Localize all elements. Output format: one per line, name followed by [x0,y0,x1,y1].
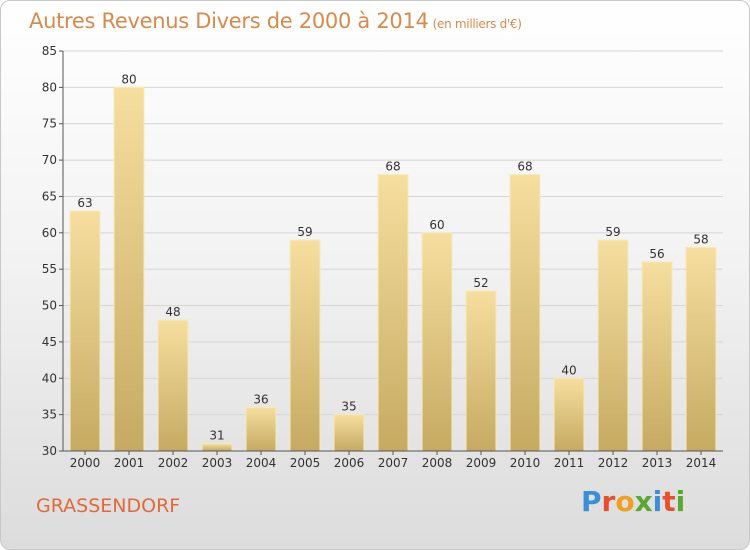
brand-letter: i [675,485,686,518]
y-tick-label: 50 [42,299,57,313]
data-label: 63 [77,196,92,210]
y-tick-label: 85 [42,44,57,58]
bar [245,406,277,452]
bar [641,261,673,452]
y-tick-label: 35 [42,408,57,422]
x-tick-label: 2010 [510,456,541,470]
data-label: 52 [473,276,488,290]
x-tick-label: 2009 [466,456,497,470]
bar [597,239,629,452]
labels: 30 35 40 45 50 55 60 65 70 75 80 85 63 2000 80 2001 48 20… [42,44,717,470]
data-label: 60 [429,218,444,232]
x-tick-label: 2003 [202,456,233,470]
bar [685,246,717,452]
chart-title: Autres Revenus Divers de 2000 à 2014 (en … [29,9,522,33]
y-tick-label: 45 [42,335,57,349]
data-label: 59 [605,225,620,239]
bar [421,232,453,452]
bar [157,319,189,452]
bar [333,414,365,452]
data-label: 68 [385,160,400,174]
brand-letter: P [581,485,602,518]
brand-letter: o [615,485,635,518]
data-label: 48 [165,305,180,319]
x-tick-label: 2011 [554,456,585,470]
x-tick-label: 2001 [114,456,145,470]
y-tick-label: 65 [42,189,57,203]
x-tick-label: 2012 [598,456,629,470]
y-tick-label: 30 [42,444,57,458]
y-tick-label: 60 [42,226,57,240]
data-label: 36 [253,392,268,406]
bar [377,174,409,452]
bars [69,86,717,452]
data-label: 35 [341,400,356,414]
y-tick-label: 75 [42,117,57,131]
bar [553,377,585,452]
x-tick-label: 2013 [642,456,673,470]
y-tick-label: 80 [42,80,57,94]
x-tick-label: 2014 [686,456,717,470]
x-tick-label: 2000 [70,456,101,470]
x-tick-label: 2005 [290,456,321,470]
bar [201,443,233,452]
bar [289,239,321,452]
title-unit: (en milliers d'€) [432,17,522,31]
x-tick-label: 2008 [422,456,453,470]
brand-logo[interactable]: Proxiti [581,485,685,518]
data-label: 56 [649,247,664,261]
x-tick-label: 2004 [246,456,277,470]
bar [113,86,145,452]
data-label: 31 [209,429,224,443]
data-label: 58 [693,232,708,246]
data-label: 59 [297,225,312,239]
place-name: GRASSENDORF [36,495,181,517]
brand-letter: t [662,485,676,518]
brand-letter: x [634,485,653,518]
y-tick-label: 70 [42,153,57,167]
y-tick-label: 40 [42,371,57,385]
x-tick-label: 2006 [334,456,365,470]
data-label: 80 [121,72,136,86]
bar [465,290,497,452]
x-tick-label: 2002 [158,456,189,470]
title-text: Autres Revenus Divers de 2000 à 2014 [29,9,429,33]
data-label: 40 [561,363,576,377]
brand-letter: i [652,485,663,518]
bar [509,174,541,452]
data-label: 68 [517,160,532,174]
axes [59,50,723,455]
y-tick-label: 55 [42,262,57,276]
x-tick-label: 2007 [378,456,409,470]
bar [69,210,101,452]
brand-letter: r [601,485,616,518]
